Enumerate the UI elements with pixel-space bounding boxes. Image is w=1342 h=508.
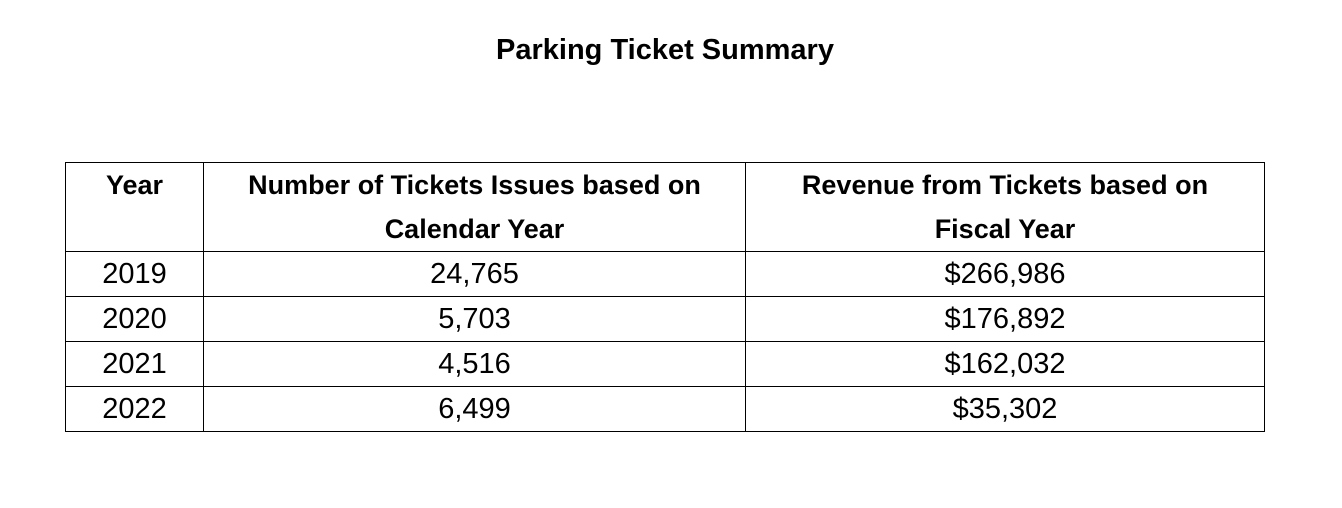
table-row: 2019 24,765 $266,986 [65,251,1265,297]
column-header-tickets-line-1: Number of Tickets Issues based on [248,170,701,200]
revenue-cell: $176,892 [745,296,1265,342]
parking-ticket-table: Year Number of Tickets Issues based on C… [65,162,1265,432]
revenue-cell: $35,302 [745,386,1265,432]
year-cell: 2022 [65,386,204,432]
year-cell: 2020 [65,296,204,342]
year-cell: 2019 [65,251,204,297]
tickets-cell: 5,703 [203,296,746,342]
table-row: 2022 6,499 $35,302 [65,386,1265,432]
revenue-cell: $162,032 [745,341,1265,387]
column-header-year: Year [65,162,204,252]
tickets-cell: 24,765 [203,251,746,297]
table-row: 2020 5,703 $176,892 [65,296,1265,342]
column-header-year-line: Year [105,170,164,200]
table-row: 2021 4,516 $162,032 [65,341,1265,387]
column-header-tickets: Number of Tickets Issues based on Calend… [203,162,746,252]
column-header-revenue: Revenue from Tickets based on Fiscal Yea… [745,162,1265,252]
column-header-revenue-line-2: Fiscal Year [934,214,1076,244]
table-title: Parking Ticket Summary [496,34,834,66]
column-header-tickets-line-2: Calendar Year [384,214,565,244]
header-row: Year Number of Tickets Issues based on C… [65,162,1265,252]
tickets-cell: 4,516 [203,341,746,387]
tickets-cell: 6,499 [203,386,746,432]
revenue-cell: $266,986 [745,251,1265,297]
column-header-revenue-line-1: Revenue from Tickets based on [801,170,1209,200]
year-cell: 2021 [65,341,204,387]
